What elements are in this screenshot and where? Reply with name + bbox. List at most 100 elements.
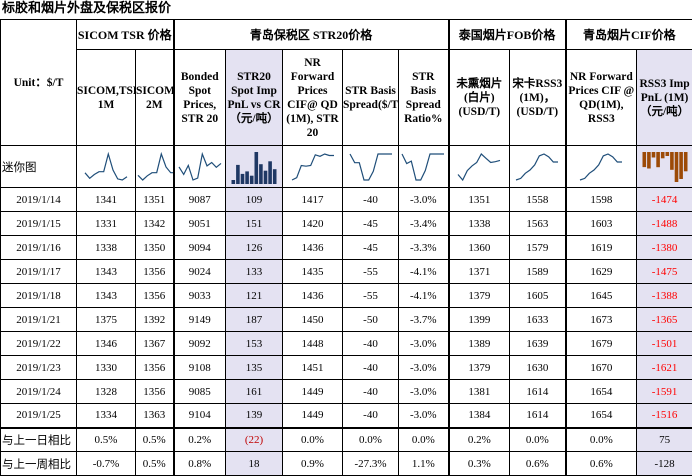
cell-value: -3.7% — [399, 308, 449, 332]
column-header-11: RSS3 Imp PnL (1M)（元/吨） — [637, 50, 692, 146]
sparkbar — [679, 152, 683, 179]
cell-value: 9051 — [174, 212, 226, 236]
cell-value: -1380 — [637, 236, 692, 260]
sparkline-8 — [449, 146, 510, 188]
cell-value: 1614 — [510, 380, 566, 404]
sparkbar — [250, 175, 254, 183]
cell-value: 1435 — [283, 260, 343, 284]
cell-value: 1436 — [283, 236, 343, 260]
cell-value: -55 — [343, 284, 399, 308]
column-header-9: 宋卡RSS3 (1M)，(USD/T) — [510, 50, 566, 146]
summary-value: (22) — [226, 428, 283, 452]
cell-value: 1328 — [77, 380, 136, 404]
page-title: 标胶和烟片外盘及保税区报价 — [2, 0, 171, 18]
cell-value: 1350 — [136, 236, 174, 260]
cell-value: 1448 — [283, 332, 343, 356]
cell-value: 1654 — [566, 380, 637, 404]
cell-value: 1629 — [566, 260, 637, 284]
summary-value: 0.2% — [449, 428, 510, 452]
cell-value: 133 — [226, 260, 283, 284]
cell-value: 1363 — [136, 404, 174, 428]
cell-value: 1436 — [283, 284, 343, 308]
cell-value: -40 — [343, 380, 399, 404]
cell-value: 1558 — [510, 188, 566, 212]
cell-value: 151 — [226, 212, 283, 236]
mini-chart-label: 迷你图 — [1, 146, 77, 188]
cell-value: -3.0% — [399, 380, 449, 404]
cell-value: 9087 — [174, 188, 226, 212]
cell-value: 1379 — [449, 284, 510, 308]
cell-value: -40 — [343, 332, 399, 356]
cell-value: 1351 — [449, 188, 510, 212]
sparkbar — [232, 180, 236, 184]
sparkbar — [268, 161, 272, 184]
cell-value: 1603 — [566, 212, 637, 236]
cell-value: 1614 — [510, 404, 566, 428]
sparkbar — [259, 164, 263, 184]
sparkbar — [660, 152, 664, 158]
cell-value: 1356 — [136, 284, 174, 308]
cell-value: 1346 — [77, 332, 136, 356]
group-qingdao-cif: 青岛烟片CIF价格 — [566, 20, 692, 50]
cell-value: -1516 — [637, 404, 692, 428]
sparkbar — [255, 152, 259, 184]
cell-value: 153 — [226, 332, 283, 356]
price-table: Unit：$/T SICOM TSR 价格 青岛保税区 STR20价格 泰国烟片… — [0, 19, 692, 476]
cell-value: 1343 — [77, 284, 136, 308]
sparkbar — [236, 164, 240, 183]
cell-value: 1356 — [136, 356, 174, 380]
cell-value: 9033 — [174, 284, 226, 308]
cell-value: -1488 — [637, 212, 692, 236]
cell-value: -4.1% — [399, 260, 449, 284]
cell-value: -40 — [343, 188, 399, 212]
sparkline-3 — [174, 146, 226, 188]
sparkline-5 — [283, 146, 343, 188]
sparkbar — [245, 171, 249, 184]
cell-value: 1389 — [449, 332, 510, 356]
cell-value: 1341 — [77, 188, 136, 212]
sparkbar — [656, 152, 660, 167]
cell-value: 1670 — [566, 356, 637, 380]
summary-value: 0.0% — [343, 428, 399, 452]
summary-value: 0.5% — [77, 428, 136, 452]
column-header-10: NR Forward Prices CIF @ QD(1M), RSS3 — [566, 50, 637, 146]
sparkbar — [273, 169, 277, 184]
cell-value: 9104 — [174, 404, 226, 428]
cell-value: -40 — [343, 356, 399, 380]
cell-value: 1417 — [283, 188, 343, 212]
cell-value: 161 — [226, 380, 283, 404]
cell-value: 1563 — [510, 212, 566, 236]
cell-value: 109 — [226, 188, 283, 212]
cell-value: 1399 — [449, 308, 510, 332]
sparkline-path — [85, 154, 127, 180]
row-date: 2019/1/16 — [1, 236, 77, 260]
sparkline-path — [292, 154, 334, 180]
summary-label: 与上一日相比 — [1, 428, 77, 452]
cell-value: 139 — [226, 404, 283, 428]
cell-value: 9094 — [174, 236, 226, 260]
cell-value: 1673 — [566, 308, 637, 332]
cell-value: 1449 — [283, 380, 343, 404]
column-header-7: STR Basis Spread Ratio% — [399, 50, 449, 146]
row-date: 2019/1/22 — [1, 332, 77, 356]
column-header-5: NR Forward Prices CIF@ QD (1M), STR 20 — [283, 50, 343, 146]
cell-value: 1679 — [566, 332, 637, 356]
cell-value: -1365 — [637, 308, 692, 332]
cell-value: -1501 — [637, 332, 692, 356]
row-date: 2019/1/18 — [1, 284, 77, 308]
cell-value: 1338 — [77, 236, 136, 260]
cell-value: -40 — [343, 404, 399, 428]
sparkbar — [674, 152, 678, 182]
cell-value: 1375 — [77, 308, 136, 332]
row-date: 2019/1/15 — [1, 212, 77, 236]
sparkbar — [651, 152, 655, 158]
cell-value: 9092 — [174, 332, 226, 356]
cell-value: -3.0% — [399, 332, 449, 356]
cell-value: 1356 — [136, 260, 174, 284]
row-date: 2019/1/21 — [1, 308, 77, 332]
cell-value: 9024 — [174, 260, 226, 284]
